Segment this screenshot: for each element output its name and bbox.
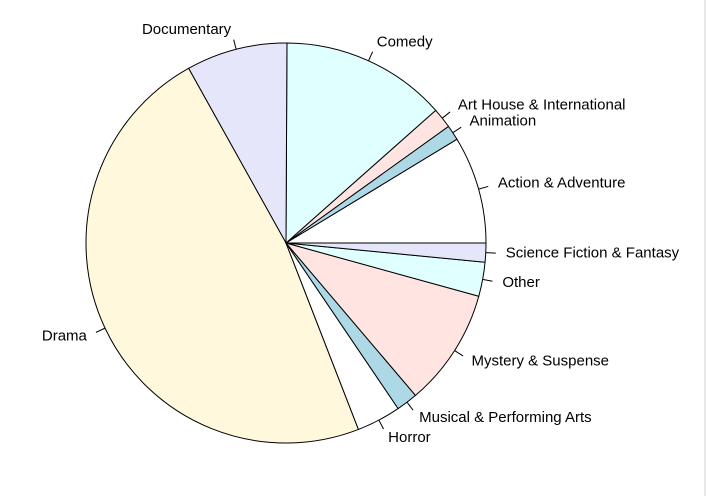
tick-drama	[95, 327, 106, 333]
tick-comedy	[368, 51, 374, 62]
tick-other	[482, 278, 493, 282]
window-edge	[704, 0, 706, 496]
tick-horror	[378, 419, 384, 430]
label-ticks	[95, 39, 496, 430]
slice-drama	[85, 67, 360, 444]
pie-slices	[85, 42, 487, 444]
tick-documentary	[233, 39, 237, 50]
label-horror: Horror	[388, 429, 431, 446]
label-drama: Drama	[42, 328, 88, 345]
slice-documentary	[187, 42, 288, 245]
slice-science-fiction-and-fantasy	[285, 242, 487, 263]
tick-mystery-and-suspense	[454, 350, 464, 357]
label-musical-and-performing-arts: Musical & Performing Arts	[419, 409, 592, 426]
label-documentary: Documentary	[142, 21, 232, 38]
tick-art-house-and-international	[441, 111, 451, 119]
label-action-and-adventure: Action & Adventure	[498, 175, 626, 192]
slice-mystery-and-suspense	[284, 242, 480, 397]
tick-action-and-adventure	[478, 185, 489, 190]
label-mystery-and-suspense: Mystery & Suspense	[471, 352, 609, 369]
label-science-fiction-and-fantasy: Science Fiction & Fantasy	[506, 245, 680, 262]
slice-action-and-adventure	[284, 138, 487, 244]
label-other: Other	[502, 274, 540, 291]
label-comedy: Comedy	[377, 34, 433, 51]
label-art-house-and-international: Art House & International	[458, 97, 626, 114]
tick-musical-and-performing-arts	[406, 401, 414, 411]
label-animation: Animation	[470, 113, 537, 130]
slice-comedy	[285, 42, 437, 245]
tick-animation	[452, 126, 462, 134]
